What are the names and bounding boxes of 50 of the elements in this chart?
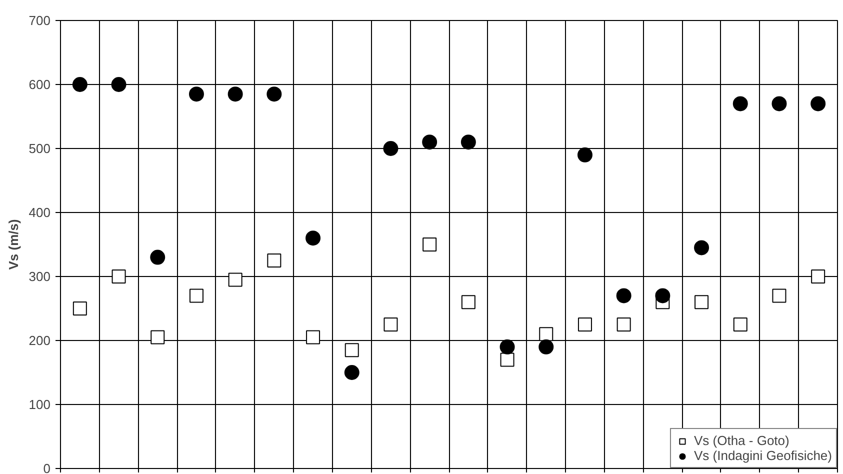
- point: [772, 288, 786, 303]
- point: [538, 339, 554, 354]
- y-tick-label: 500: [28, 141, 51, 156]
- point: [344, 365, 360, 380]
- y-tick-label: 200: [28, 333, 51, 348]
- y-tick-label: 100: [28, 397, 51, 412]
- point: [655, 288, 670, 304]
- point: [384, 318, 398, 332]
- point: [228, 272, 242, 287]
- point: [306, 330, 320, 344]
- point: [732, 96, 748, 112]
- point: [616, 318, 631, 332]
- point: [694, 240, 710, 256]
- y-tick-label: 300: [28, 269, 51, 284]
- legend-label: Vs (Indagini Geofisiche): [694, 448, 832, 463]
- y-tick-label: 700: [28, 13, 51, 28]
- point: [189, 288, 204, 303]
- point: [111, 77, 126, 92]
- point: [112, 270, 126, 284]
- point: [810, 96, 826, 112]
- y-axis-title: Vs (m/s): [6, 219, 21, 270]
- point: [72, 302, 87, 316]
- point: [266, 86, 282, 102]
- point: [228, 86, 243, 102]
- point: [188, 86, 204, 102]
- point: [733, 318, 748, 332]
- point: [694, 295, 709, 310]
- point: [72, 77, 88, 92]
- y-tick-label: 600: [28, 77, 51, 92]
- y-tick-label: 400: [28, 205, 51, 220]
- point: [422, 134, 438, 150]
- point: [811, 270, 826, 284]
- point: [616, 288, 632, 304]
- point: [267, 254, 282, 268]
- point: [500, 339, 515, 354]
- point: [772, 96, 787, 112]
- point: [461, 295, 476, 310]
- point: [500, 352, 514, 367]
- point: [383, 141, 398, 156]
- point: [577, 147, 592, 162]
- point: [422, 238, 437, 252]
- point: [150, 330, 165, 344]
- point: [578, 318, 592, 332]
- point: [460, 134, 476, 150]
- point: [306, 230, 321, 246]
- point: [344, 343, 359, 358]
- point: [150, 250, 166, 265]
- y-tick-label: 0: [43, 461, 51, 474]
- point: [539, 327, 554, 342]
- legend-label: Vs (Otha - Goto): [694, 433, 790, 448]
